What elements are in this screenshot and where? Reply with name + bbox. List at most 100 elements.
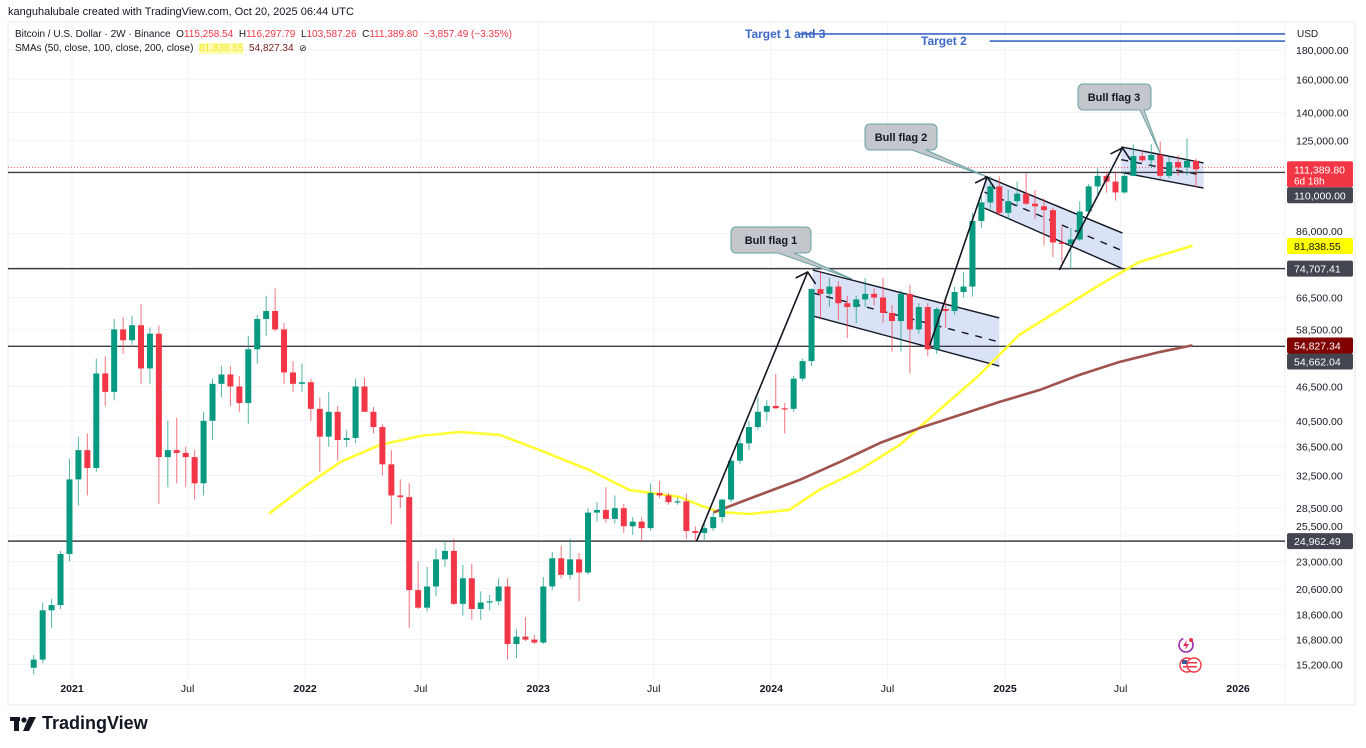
candle-down (406, 497, 413, 591)
candle-down (665, 495, 672, 503)
y-tick-label: 36,500.00 (1296, 442, 1343, 454)
tradingview-logo[interactable]: TradingView (10, 713, 148, 734)
candle-up (298, 382, 305, 384)
price-label: 111,389.80 (1294, 164, 1345, 176)
candle-up (325, 411, 332, 437)
candle-down (1175, 162, 1182, 168)
candle-up (719, 499, 726, 518)
candle-up (209, 383, 216, 421)
candle-up (495, 586, 502, 602)
candle-down (906, 293, 913, 330)
price-label: 24,962.49 (1294, 536, 1341, 548)
price-label-bg (1287, 260, 1353, 277)
open-value: 115,258.54 (183, 29, 234, 40)
candle-down (1112, 181, 1119, 193)
candle-up (728, 460, 735, 500)
price-label: 54,662.04 (1294, 357, 1341, 369)
candle-up (146, 333, 153, 369)
x-tick-label: 2024 (760, 683, 784, 695)
y-tick-label: 15,200.00 (1296, 659, 1343, 671)
lightning-icon[interactable] (1178, 637, 1194, 653)
candle-up (763, 405, 770, 412)
high-value: 116,297.79 (246, 29, 296, 40)
currency-selector[interactable]: USD (1290, 27, 1352, 42)
x-tick-label: Jul (1114, 683, 1127, 695)
flag-upper-line (1121, 146, 1204, 164)
targets: Target 1 and 3 Target 2 (745, 27, 1285, 48)
candle-up (254, 319, 261, 350)
y-tick-label: 58,500.00 (1296, 324, 1343, 336)
candle-up (424, 586, 431, 608)
y-tick-label: 18,600.00 (1296, 609, 1343, 621)
candle-up (477, 602, 484, 609)
flag-pole-line (928, 176, 988, 346)
candle-down (576, 559, 583, 573)
y-tick-label: 180,000.00 (1296, 45, 1349, 57)
flag-upper-line (984, 175, 1123, 234)
candle-up (549, 558, 556, 587)
candle-down (996, 186, 1003, 213)
arrow-head-icon (974, 175, 996, 190)
candle-up (1005, 201, 1012, 213)
candle-down (638, 521, 645, 529)
x-tick-label: Jul (181, 683, 194, 695)
candle-down (656, 492, 663, 496)
symbol-legend[interactable]: Bitcoin / U.S. Dollar · 2W · Binance O11… (15, 29, 512, 40)
candle-up (745, 427, 752, 444)
brand-name: TradingView (42, 713, 148, 733)
candle-down (137, 325, 144, 369)
candle-down (924, 307, 931, 350)
candle-up (48, 605, 55, 611)
target-label: Target 1 and 3 (745, 27, 826, 41)
candle-down (781, 408, 788, 410)
candle-down (1192, 160, 1199, 170)
candle-up (441, 550, 448, 560)
candle-up (111, 329, 118, 392)
arrow-head-icon (795, 270, 817, 285)
price-label-bg (1287, 161, 1353, 188)
attribution: kanguhalubale created with TradingView.c… (8, 6, 354, 18)
x-tick-label: 2026 (1226, 683, 1250, 695)
candle-up (343, 437, 350, 440)
y-tick-label: 25,500.00 (1296, 521, 1343, 533)
eye-off-icon[interactable]: ⊘ (299, 43, 307, 53)
callout-bull-flag-3[interactable]: Bull flag 3 (1077, 83, 1161, 154)
candle-up (826, 286, 833, 294)
candle-up (486, 601, 493, 603)
candle-down (692, 531, 699, 533)
horizontal-levels (8, 166, 1285, 542)
candle-down (1049, 210, 1056, 243)
candle-up (790, 378, 797, 409)
candle-up (799, 361, 806, 379)
candle-up (987, 186, 994, 203)
callout-bull-flag-2[interactable]: Bull flag 2 (864, 123, 986, 177)
candle-up (808, 289, 815, 362)
candle-up (1085, 186, 1092, 212)
time-axis[interactable]: 2021 Jul 2022 Jul 2023 Jul 2024 Jul 2025 Jul 2026 (60, 683, 1250, 695)
candle-up (754, 411, 761, 428)
candles (30, 138, 1199, 675)
candle-up (862, 293, 869, 300)
callout-bull-flag-1[interactable]: Bull flag 1 (730, 226, 853, 280)
candle-down (191, 457, 198, 484)
sma-legend[interactable]: SMAs (50, close, 100, close, 200, close)… (15, 43, 307, 54)
plot-area[interactable] (8, 138, 1285, 675)
x-tick-label: Jul (881, 683, 894, 695)
candle-down (84, 450, 91, 468)
candle-up (1184, 160, 1191, 168)
y-tick-label: 160,000.00 (1296, 74, 1349, 86)
candle-up (951, 291, 958, 311)
price-axis[interactable]: 180,000.00 160,000.00 140,000.00 125,000.00… (1296, 45, 1349, 671)
x-tick-label: Jul (414, 683, 427, 695)
x-tick-label: Jul (647, 683, 660, 695)
us-flag-icon[interactable] (1179, 657, 1202, 673)
y-tick-label: 20,600.00 (1296, 584, 1343, 596)
target-label: Target 2 (921, 34, 967, 48)
flag-mid-line (812, 292, 1000, 343)
candle-up (585, 512, 592, 573)
candle-up (897, 293, 904, 322)
callout-label: Bull flag 2 (875, 132, 928, 144)
candle-down (844, 303, 851, 308)
candle-up (978, 202, 985, 221)
